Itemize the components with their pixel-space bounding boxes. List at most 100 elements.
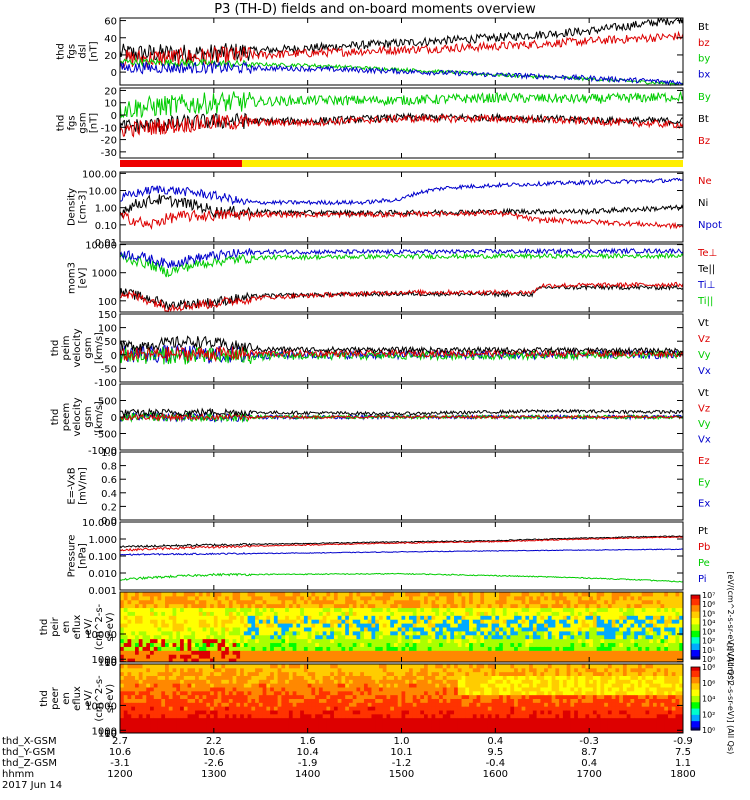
spectrogram-cell	[536, 607, 541, 612]
spectrogram-cell	[356, 713, 361, 719]
spectrogram-cell	[191, 687, 196, 692]
spectrogram-cell	[191, 694, 196, 699]
spectrogram-cell	[442, 627, 448, 632]
spectrogram-cell	[142, 638, 147, 644]
spectrogram-cell	[442, 698, 448, 703]
spectrogram-cell	[615, 634, 620, 640]
spectrogram-cell	[345, 710, 350, 715]
spectrogram-cell	[172, 654, 177, 659]
spectrogram-cell	[356, 603, 361, 609]
spectrogram-cell	[401, 706, 406, 711]
spectrogram-cell	[652, 627, 658, 632]
spectrogram-cell	[622, 603, 628, 609]
spectrogram-cell	[619, 592, 624, 597]
spectrogram-cell	[536, 592, 541, 597]
spectrogram-cell	[446, 615, 451, 620]
spectrogram-cell	[375, 642, 380, 647]
spectrogram-cell	[288, 650, 294, 655]
spectrogram-cell	[375, 603, 380, 609]
spectrogram-cell	[664, 611, 669, 616]
spectrogram-cell	[322, 721, 327, 726]
spectrogram-cell	[393, 679, 399, 684]
spectrogram-cell	[562, 654, 568, 659]
spectrogram-cell	[506, 599, 511, 605]
spectrogram-cell	[424, 725, 429, 730]
spectrogram-cell	[405, 627, 410, 632]
spectrogram-cell	[540, 627, 545, 632]
spectrogram-cell	[300, 615, 305, 620]
spectrogram-cell	[450, 729, 455, 734]
spectrogram-cell	[345, 599, 350, 605]
spectrogram-cell	[348, 694, 354, 699]
spectrogram-cell	[337, 679, 342, 684]
spectrogram-cell	[225, 683, 230, 688]
spectrogram-cell	[191, 623, 196, 628]
spectrogram-cell	[153, 595, 159, 601]
spectrogram-cell	[240, 630, 245, 636]
spectrogram-cell	[427, 638, 433, 644]
spectrogram-cell	[131, 603, 136, 609]
spectrogram-cell	[363, 710, 369, 715]
spectrogram-cell	[318, 721, 324, 726]
spectrogram-cell	[213, 658, 219, 663]
spectrogram-cell	[637, 646, 643, 651]
spectrogram-cell	[574, 642, 579, 647]
spectrogram-cell	[281, 611, 286, 616]
spectrogram-cell	[577, 603, 583, 609]
spectrogram-cell	[120, 634, 125, 640]
spectrogram-cell	[480, 683, 485, 688]
spectrogram-cell	[266, 717, 271, 722]
spectrogram-cell	[649, 642, 654, 647]
spectrogram-cell	[532, 658, 538, 663]
spectrogram-cell	[371, 690, 376, 696]
spectrogram-cell	[660, 607, 665, 612]
spectrogram-cell	[217, 630, 222, 636]
spectrogram-cell	[315, 667, 320, 673]
spectrogram-cell	[487, 654, 493, 659]
spectrogram-cell	[412, 638, 418, 644]
spectrogram-cell	[604, 650, 609, 655]
spectrogram-cell	[424, 702, 429, 707]
spectrogram-cell	[232, 675, 237, 680]
spectrogram-cell	[532, 646, 538, 651]
spectrogram-cell	[157, 619, 162, 624]
spectrogram-cell	[341, 630, 346, 636]
spectrogram-cell	[375, 698, 380, 703]
spectrogram-cell	[172, 638, 177, 644]
spectrogram-cell	[348, 667, 354, 673]
spectrogram-cell	[469, 630, 474, 636]
spectrogram-cell	[225, 698, 230, 703]
spectrogram-cell	[210, 729, 215, 734]
y-axis-label: thd	[56, 115, 67, 132]
spectrogram-cell	[213, 623, 219, 628]
spectrogram-cell	[532, 619, 538, 624]
spectrogram-cell	[315, 630, 320, 636]
spectrogram-cell	[487, 603, 493, 609]
spectrogram-cell	[469, 595, 474, 601]
spectrogram-cell	[454, 592, 459, 597]
spectrogram-cell	[277, 713, 282, 719]
spectrogram-cell	[165, 694, 170, 699]
spectrogram-cell	[348, 603, 354, 609]
spectrogram-cell	[487, 702, 493, 707]
spectrogram-cell	[390, 694, 395, 699]
spectrogram-cell	[153, 667, 159, 673]
spectrogram-cell	[146, 638, 151, 644]
spectrogram-cell	[487, 671, 493, 676]
y-tick-label: 0.8	[101, 462, 117, 473]
spectrogram-cell	[367, 642, 372, 647]
spectrogram-cell	[330, 690, 335, 696]
spectrogram-cell	[277, 725, 282, 730]
spectrogram-cell	[469, 611, 474, 616]
spectrogram-cell	[210, 713, 215, 719]
spectrogram-cell	[502, 646, 508, 651]
spectrogram-cell	[307, 615, 312, 620]
spectrogram-cell	[675, 646, 680, 651]
spectrogram-cell	[202, 615, 207, 620]
spectrogram-cell	[585, 627, 590, 632]
spectrogram-cell	[427, 650, 433, 655]
spectrogram-cell	[187, 627, 192, 632]
colorbar-segment	[691, 607, 700, 610]
spectrogram-cell	[446, 687, 451, 692]
spectrogram-cell	[176, 702, 181, 707]
